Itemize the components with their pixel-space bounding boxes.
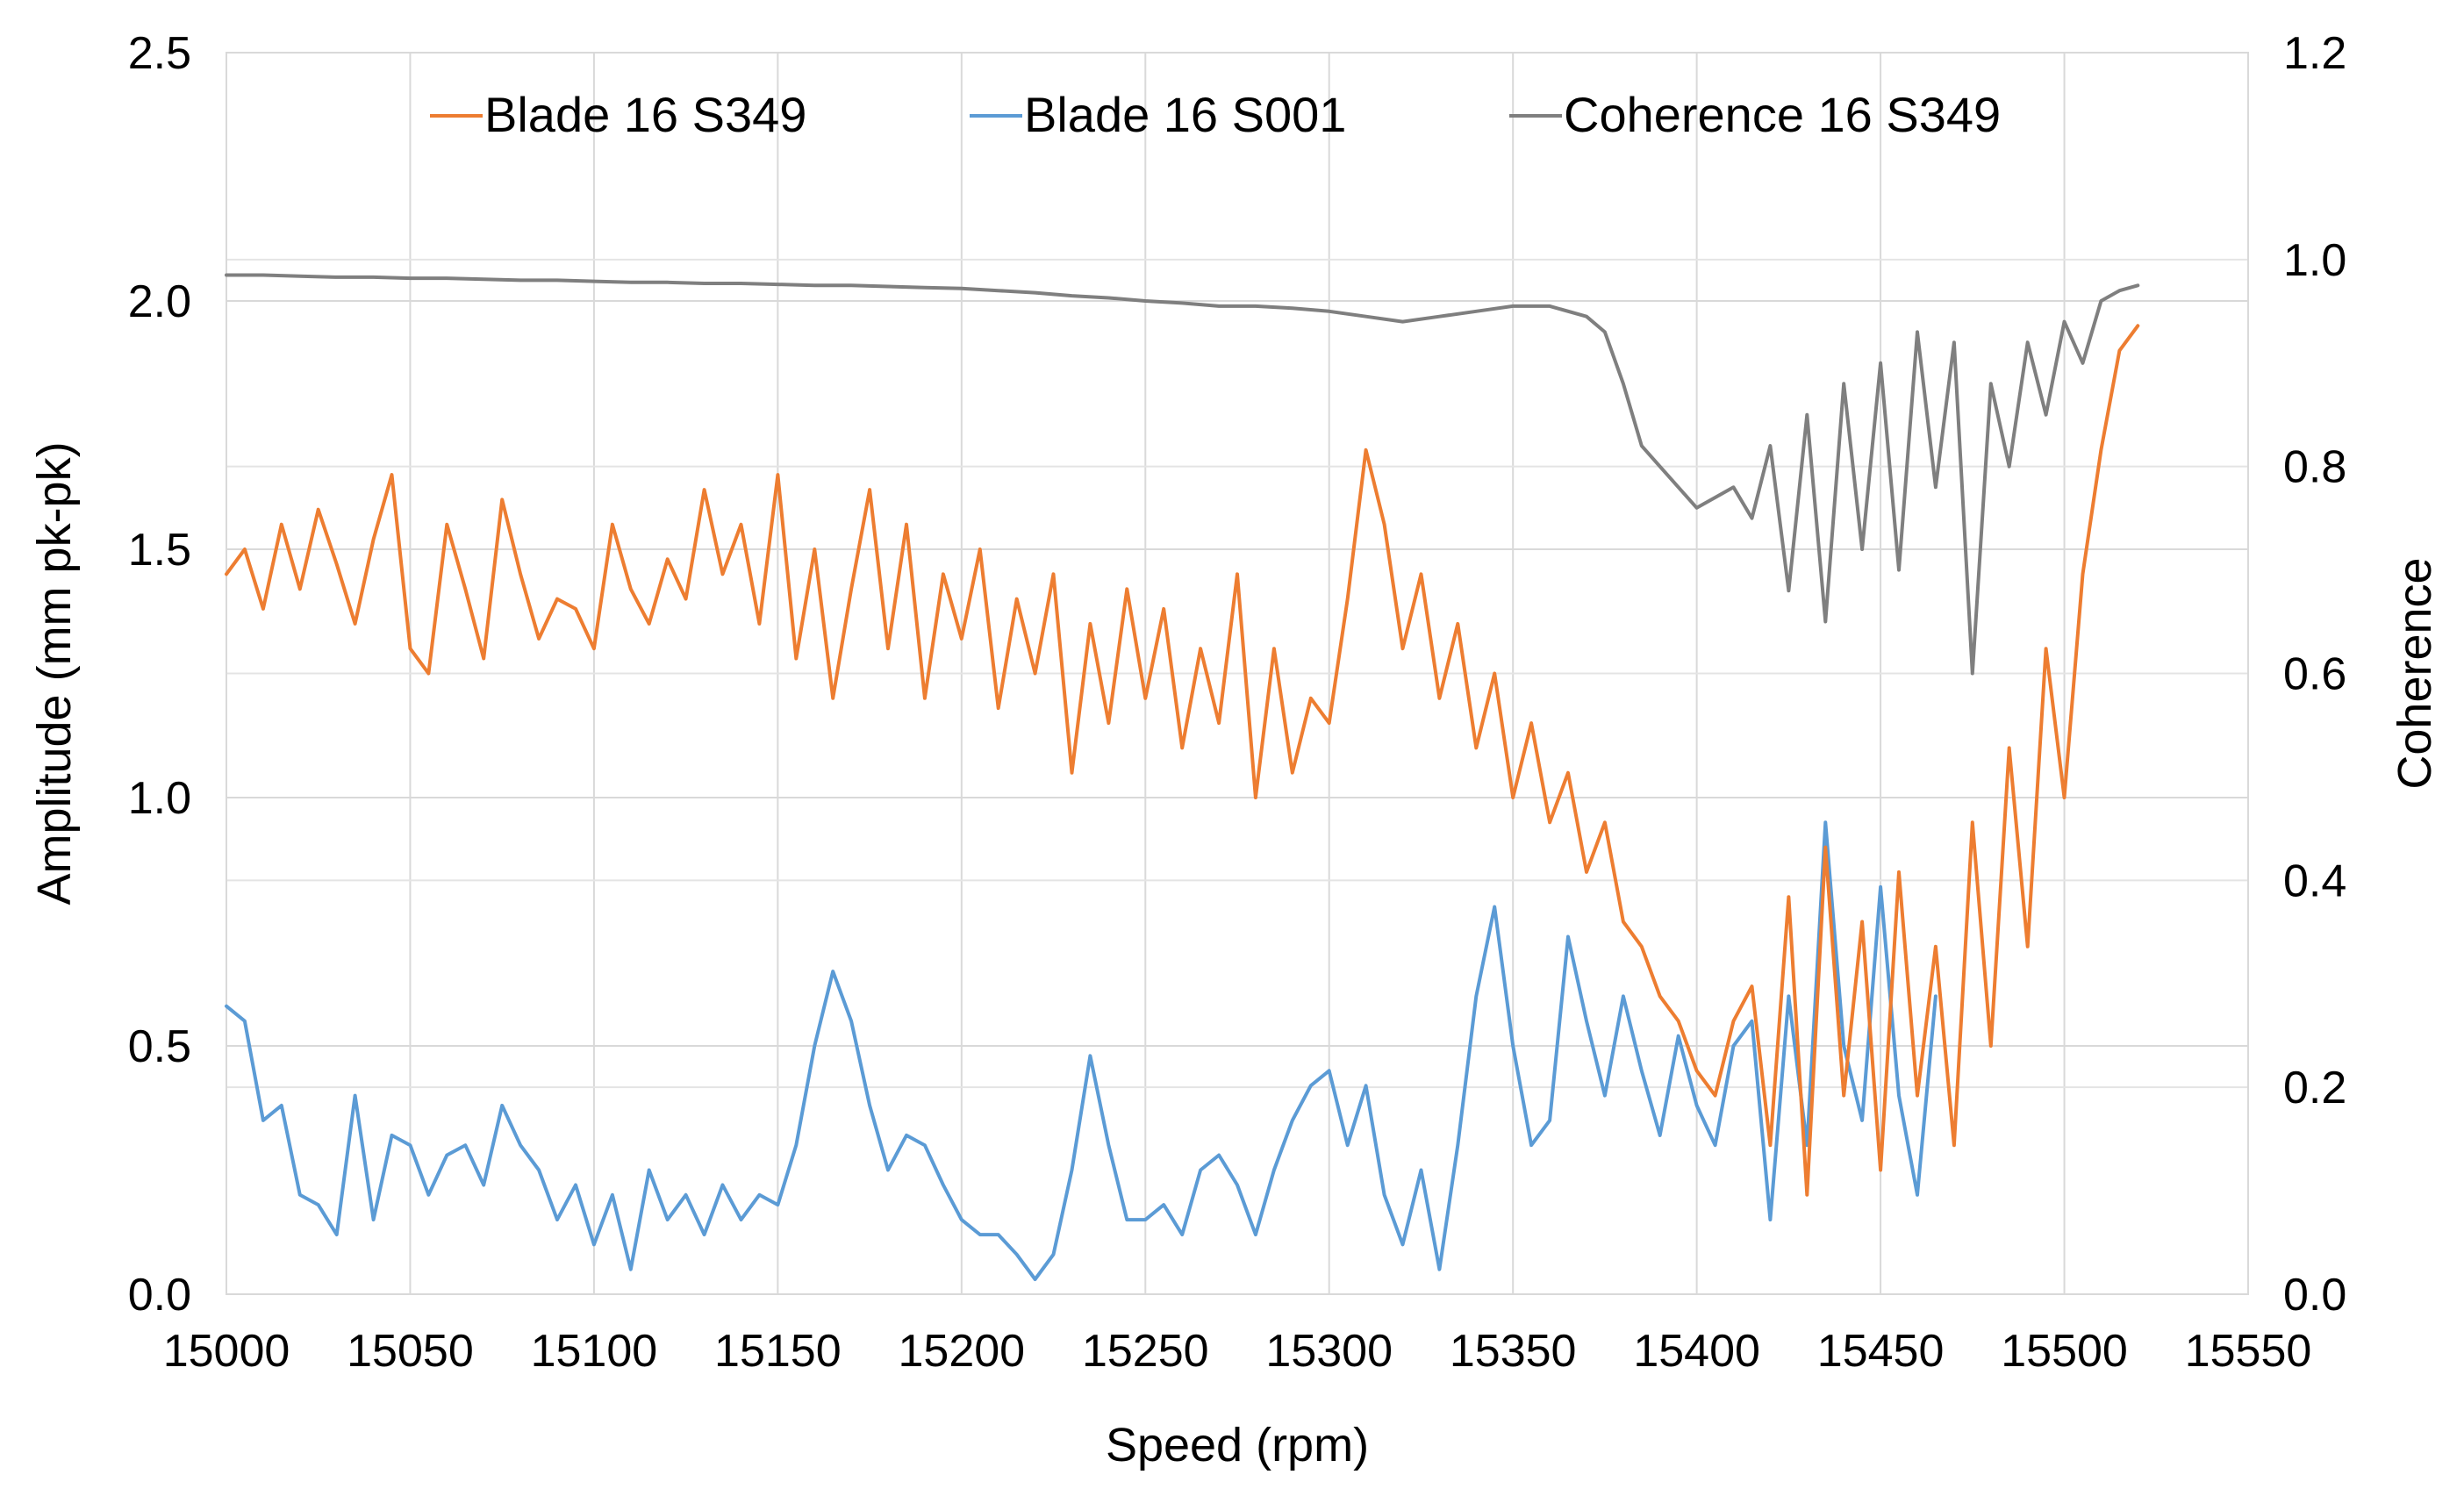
x-tick-label: 15450 — [1817, 1326, 1945, 1377]
y2-tick-label: 1.0 — [2283, 235, 2346, 286]
x-tick-label: 15100 — [531, 1326, 658, 1377]
legend-label-coherence-16-s349: Coherence 16 S349 — [1564, 87, 2001, 142]
y2-tick-label: 0.8 — [2283, 442, 2346, 493]
x-tick-label: 15550 — [2185, 1326, 2312, 1377]
x-tick-label: 15350 — [1450, 1326, 1577, 1377]
tick-labels: 15000 15050 15100 15150 15200 15250 15300 15350… — [128, 28, 2347, 1377]
plot-area-frame — [226, 52, 2249, 1295]
x-tick-label: 15000 — [163, 1326, 290, 1377]
legend-label-blade-16-s001: Blade 16 S001 — [1024, 87, 1346, 142]
x-tick-label: 15050 — [347, 1326, 474, 1377]
y-axis-title: Amplitude (mm pk-pk) — [28, 441, 81, 905]
y-tick-label: 0.5 — [128, 1021, 191, 1072]
x-axis-title: Speed (rpm) — [1106, 1419, 1369, 1471]
y2-tick-label: 0.2 — [2283, 1063, 2346, 1113]
x-tick-label: 15200 — [899, 1326, 1026, 1377]
y-tick-label: 1.0 — [128, 773, 191, 824]
series-line-coherence-16-s349 — [225, 273, 2140, 676]
x-tick-label: 15300 — [1265, 1326, 1393, 1377]
x-tick-label: 15500 — [2001, 1326, 2128, 1377]
series-line-blade-16-s001 — [225, 820, 1938, 1281]
x-tick-label: 15250 — [1082, 1326, 1209, 1377]
y2-tick-label: 0.0 — [2283, 1270, 2346, 1321]
legend: Blade 16 S349 Blade 16 S001 Coherence 16… — [430, 87, 2001, 142]
series-line-blade-16-s349 — [225, 324, 2140, 1197]
y2-tick-label: 0.4 — [2283, 855, 2346, 906]
y-tick-label: 1.5 — [128, 525, 191, 576]
x-tick-label: 15150 — [714, 1326, 842, 1377]
y-tick-label: 0.0 — [128, 1270, 191, 1321]
y2-tick-label: 1.2 — [2283, 28, 2346, 79]
y2-tick-label: 0.6 — [2283, 649, 2346, 700]
y-tick-label: 2.0 — [128, 276, 191, 327]
series-layer — [225, 273, 2140, 1281]
y-tick-label: 2.5 — [128, 28, 191, 79]
y2-axis-title: Coherence — [2389, 557, 2441, 789]
x-tick-label: 15400 — [1633, 1326, 1760, 1377]
legend-label-blade-16-s349: Blade 16 S349 — [484, 87, 806, 142]
